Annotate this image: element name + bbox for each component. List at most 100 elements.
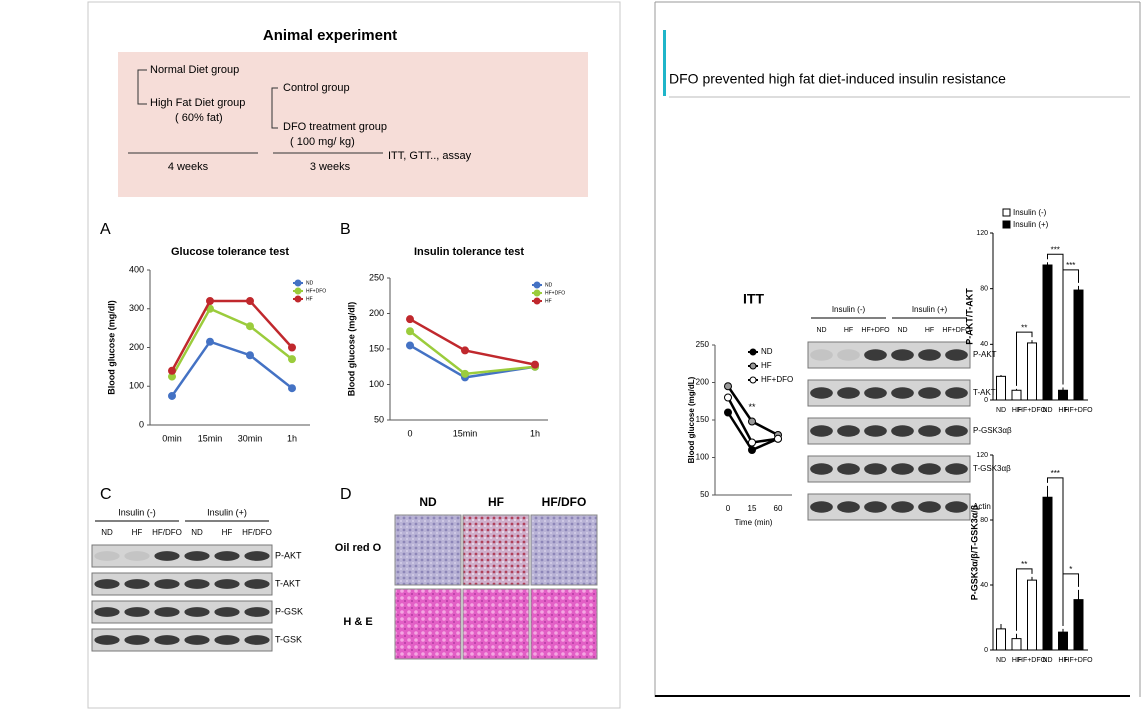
significance: *** [1051,469,1060,478]
y-tick-label: 150 [696,415,710,424]
x-tick-label: HF+DFO [1018,407,1047,414]
blot-band [810,501,833,513]
y-tick-label: 200 [696,378,710,387]
data-point [748,446,756,454]
y-tick-label: 80 [980,286,988,293]
data-point [246,322,254,331]
row-label: P-GSK3αβ [973,426,1012,435]
data-point [168,366,176,375]
blot-strip [807,493,971,521]
bar [1011,389,1022,401]
legend-label: ND [306,280,314,286]
blot-band [918,387,941,399]
blot-band [945,425,968,437]
legend-label: ND [545,282,553,288]
row-label: P-AKT [973,350,997,359]
significance-bracket [1062,573,1079,626]
bar [1027,579,1037,651]
lane-label: ND [191,528,203,537]
lane-label: HF/DFO [242,528,272,537]
blot-band [184,607,210,617]
data-point [531,360,539,369]
legend-marker [533,289,541,297]
x-tick-label: 60 [774,504,783,513]
blot-band [244,551,270,561]
group-label: High Fat Diet group [150,97,245,109]
lane-label: HF [132,528,143,537]
blot-band [837,349,860,361]
histology-image [462,514,530,586]
data-point [288,384,296,393]
row-label: Actin [973,502,991,511]
group-label: Control group [283,82,350,94]
histology-image [530,514,598,586]
blot-strip [91,572,273,596]
significance: * [1069,565,1072,574]
y-axis-label: P-AKT/T-AKT [964,288,974,345]
y-tick-label: 100 [369,379,384,389]
bar [1027,342,1037,401]
blot-band [891,387,914,399]
y-axis-label: P-GSK3α/β/T-GSK3α/β [969,504,979,600]
blot-band [864,349,887,361]
group-note: ( 60% fat) [175,112,223,124]
row-label: T-GSK [275,634,302,644]
panel-label: C [100,486,112,503]
data-point [724,382,732,391]
blot-band [154,579,180,589]
group-label: Insulin (-) [118,507,156,517]
data-point [774,434,782,443]
lane-label: HF+DFO [942,327,971,334]
x-tick-label: 15min [453,428,478,438]
data-point [461,369,469,378]
blot-strip [91,544,273,568]
group-label: DFO treatment group [283,121,387,133]
x-tick-label: HF+DFO [1064,407,1093,414]
bar [996,375,1006,401]
blot-strip [807,455,971,483]
blot-band [891,463,914,475]
legend-label: HF [545,298,552,304]
x-tick-label: 30min [238,433,263,443]
blot-band [837,501,860,513]
histology-image [530,588,598,660]
series-line [170,299,293,372]
x-tick-label: 15min [198,433,223,443]
legend-swatch [1002,220,1011,229]
x-tick-label: 15 [748,504,757,513]
blot-band [94,607,120,617]
blot-band [94,635,120,645]
y-tick-label: 40 [980,582,988,589]
y-tick-label: 80 [980,517,988,524]
blot-band [864,501,887,513]
blot-band [891,349,914,361]
legend-marker [294,287,302,295]
x-tick-label: HF [1012,407,1021,414]
y-axis-label: Blood glucose (mg/dl) [106,300,116,395]
histology-row: Oil red O [335,542,382,554]
legend-label: Insulin (-) [1013,208,1047,217]
legend-marker [533,297,541,305]
y-tick-label: 100 [696,453,710,462]
row-label: P-GSK [275,606,303,616]
significance: ** [1021,560,1027,569]
series-line [170,340,293,397]
panel-label: A [100,221,111,238]
blot-band [945,349,968,361]
row-label: T-AKT [973,388,996,397]
y-tick-label: 100 [129,381,144,391]
lane-label: ND [101,528,113,537]
y-tick-label: 0 [984,397,988,404]
group-label: Normal Diet group [150,64,239,76]
x-tick-label: 0min [162,433,182,443]
legend-label: HF+DFO [306,288,326,294]
blot-band [837,425,860,437]
chart-title: Glucose tolerance test [171,246,289,258]
blot-band [918,349,941,361]
data-point [288,355,296,364]
group-label: Insulin (-) [832,305,866,314]
blot-band [891,501,914,513]
group-label: Insulin (+) [912,305,948,314]
accent-bar [663,30,666,96]
row-label: T-AKT [275,578,301,588]
